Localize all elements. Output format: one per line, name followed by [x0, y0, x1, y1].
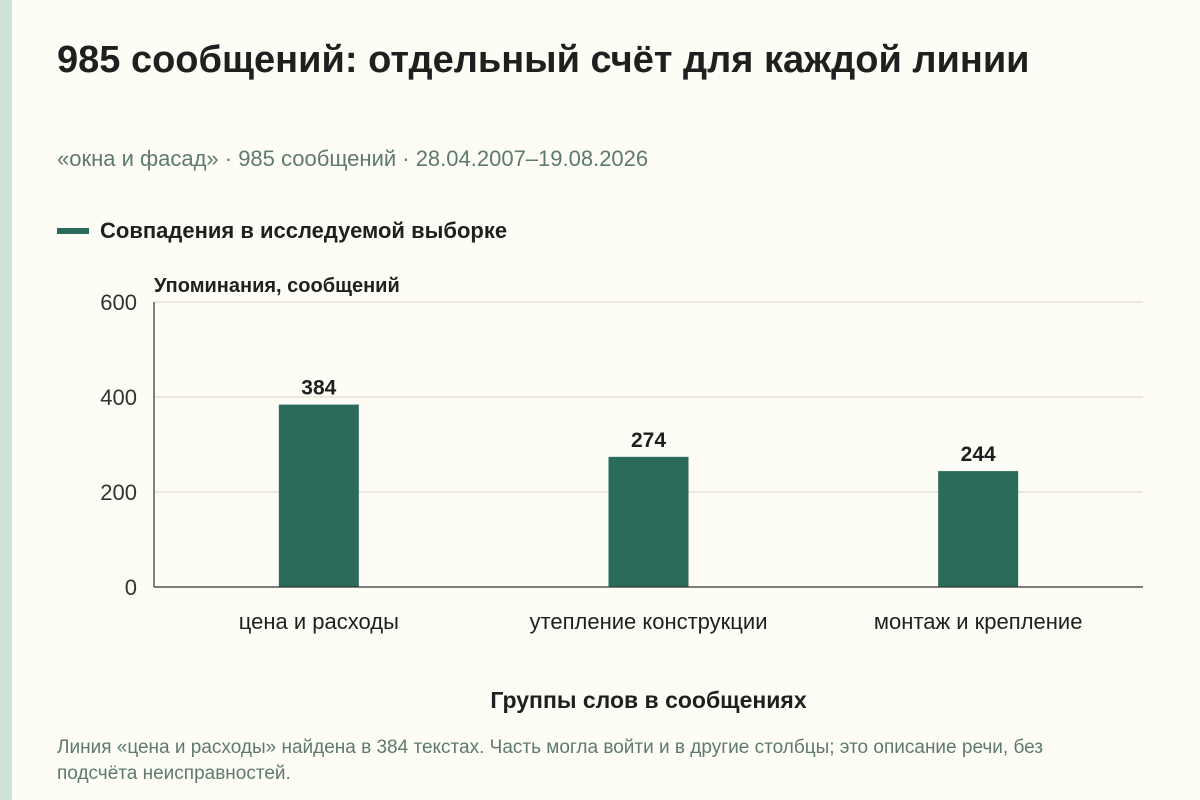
bar	[608, 456, 689, 587]
accent-strip	[0, 0, 12, 800]
legend-swatch	[57, 228, 89, 234]
x-tick-label: монтаж и крепление	[874, 609, 1083, 634]
y-tick-label: 0	[125, 575, 137, 600]
bar-value-label: 244	[961, 443, 996, 466]
x-tick-label: утепление конструкции	[530, 609, 768, 634]
legend-label: Совпадения в исследуемой выборке	[100, 218, 508, 243]
x-axis-title: Группы слов в сообщениях	[490, 687, 806, 713]
bar	[938, 471, 1019, 587]
bar	[278, 404, 359, 587]
y-tick-label: 400	[100, 385, 137, 410]
bar-value-label: 384	[301, 377, 336, 400]
page-subtitle: «окна и фасад» · 985 сообщений · 28.04.2…	[57, 146, 649, 171]
y-axis-title: Упоминания, сообщений	[154, 275, 400, 297]
y-tick-label: 600	[100, 290, 137, 315]
y-tick-label: 200	[100, 480, 137, 505]
footer-note: Линия «цена и расходы» найдена в 384 тек…	[57, 737, 1043, 784]
legend: Совпадения в исследуемой выборке	[57, 218, 507, 244]
x-tick-label: цена и расходы	[239, 609, 399, 634]
page-title: 985 сообщений: отдельный счёт для каждой…	[57, 39, 1030, 81]
bar-value-label: 274	[631, 429, 666, 452]
